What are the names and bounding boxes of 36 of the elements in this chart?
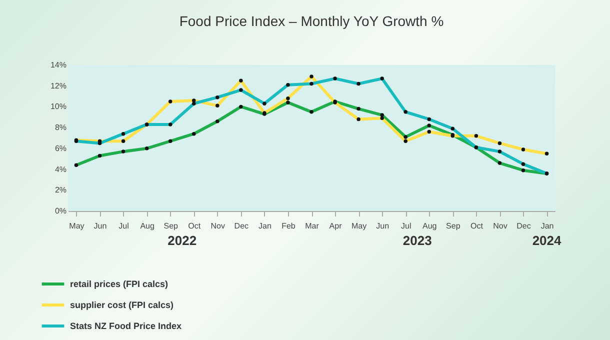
x-tick-label: Nov: [210, 222, 226, 230]
x-tick-label: Sep: [446, 222, 461, 230]
x-tick-label: Feb: [282, 222, 296, 230]
y-tick-label: 12%: [50, 81, 66, 90]
x-tick-label: Dec: [516, 222, 531, 230]
x-tick-label: Sep: [164, 222, 179, 230]
text: 2022: [168, 233, 197, 248]
x-tick-label: Mar: [305, 222, 320, 230]
x-tick-label: May: [351, 222, 367, 230]
text: 2023: [402, 233, 432, 248]
x-tick-label: Aug: [422, 222, 437, 230]
legend-label: supplier cost (FPI calcs): [70, 300, 174, 310]
y-tick-label: 10%: [50, 102, 66, 112]
x-tick-label: Apr: [329, 222, 342, 230]
x-tick-label: Jun: [376, 222, 390, 230]
x-tick-label: Dec: [234, 222, 249, 230]
y-tick-label: 0%: [54, 206, 66, 216]
y-tick-label: 8%: [54, 123, 66, 132]
y-tick-label: 2%: [54, 186, 66, 195]
y-tick-label: 6%: [54, 144, 66, 153]
x-tick-label: May: [69, 222, 84, 230]
x-tick-label: Oct: [188, 222, 202, 230]
legend-label: retail prices (FPI calcs): [70, 279, 168, 289]
x-tick-label: Aug: [140, 222, 154, 230]
x-tick-label: Jul: [400, 222, 412, 230]
y-tick-label: 14%: [50, 60, 66, 70]
x-tick-label: Jul: [118, 222, 130, 230]
y-tick-label: 4%: [54, 164, 66, 174]
x-tick-label: Jan: [540, 222, 554, 230]
x-tick-label: Jan: [258, 222, 272, 230]
x-tick-label: Jun: [94, 222, 107, 230]
x-tick-label: Oct: [470, 222, 484, 230]
legend-label: Stats NZ Food Price Index: [70, 321, 182, 331]
text: 2024: [532, 233, 562, 248]
x-tick-label: Nov: [493, 222, 508, 230]
chart-title: Food Price Index – Monthly YoY Growth %: [179, 13, 444, 29]
